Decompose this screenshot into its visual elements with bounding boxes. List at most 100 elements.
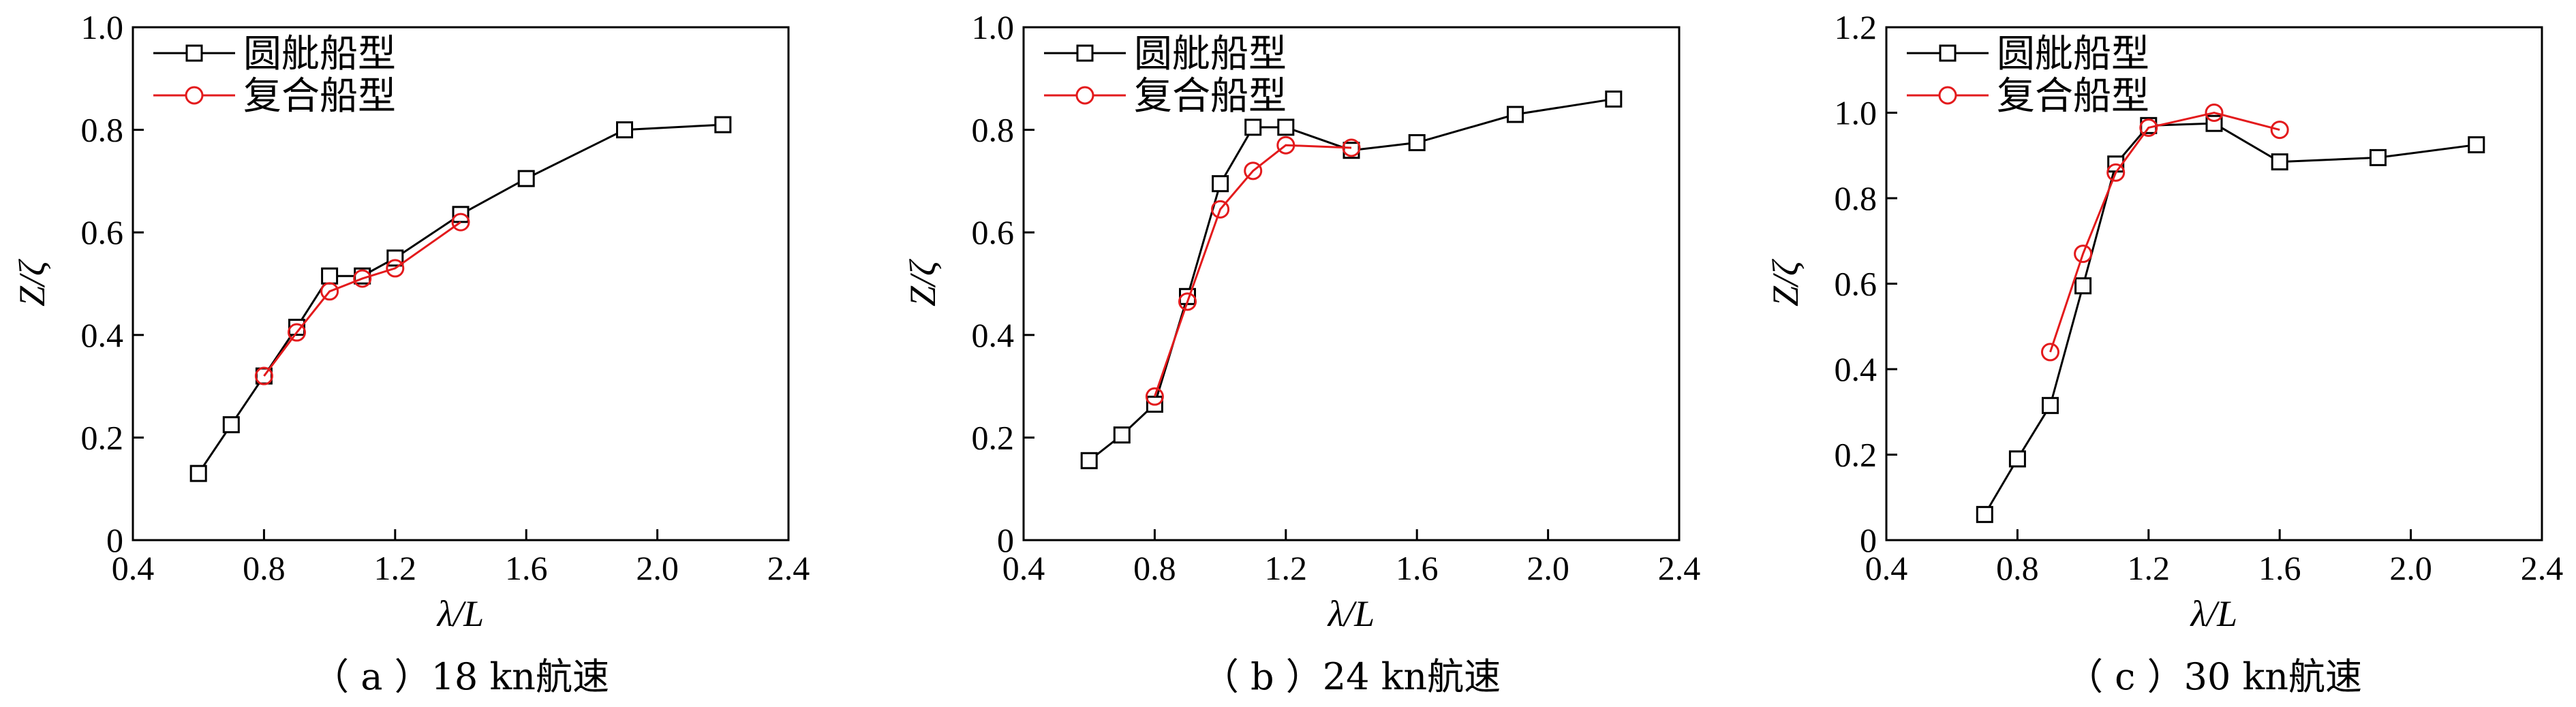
- panel-caption: （ c ）30 kn航速: [2066, 655, 2362, 698]
- series-line-0: [197, 123, 723, 474]
- series-line-0: [1984, 122, 2477, 516]
- data-point-square: [1605, 90, 1623, 108]
- data-point-square: [714, 116, 732, 133]
- y-tick-label: 1.2: [1835, 8, 1877, 46]
- data-point-circle: [2106, 163, 2126, 182]
- data-point-circle: [2041, 343, 2059, 362]
- y-tick-label: 0.2: [1835, 436, 1877, 474]
- legend-label: 复合船型: [243, 74, 396, 119]
- data-point-circle: [2205, 104, 2224, 122]
- legend-label: 圆舭船型: [1997, 32, 2149, 76]
- y-tick-label: 0: [106, 521, 123, 559]
- data-point-square: [1080, 452, 1098, 469]
- legend-label: 圆舭船型: [243, 32, 396, 76]
- chart-panel-1: 0.4 0.8 1.2 1.6 2.0 2.4 0 0.2 0.4 0.6 0.8 1.0 λ/L Z/ζ…: [902, 8, 1700, 698]
- x-tick-label: 0.4: [1865, 549, 1908, 587]
- data-point-square: [321, 267, 339, 285]
- data-point-square: [1408, 133, 1426, 151]
- x-tick-label: 2.4: [1658, 549, 1701, 587]
- legend-label: 圆舭船型: [1134, 32, 1287, 76]
- x-tick-label: 0.4: [112, 549, 155, 587]
- panel-caption: （ a ）18 kn航速: [312, 655, 609, 698]
- data-point-circle: [353, 269, 372, 288]
- y-axis-label: Z/ζ: [1765, 259, 1806, 307]
- x-tick-label: 1.6: [2258, 549, 2301, 587]
- data-point-circle: [320, 282, 339, 301]
- legend-marker-circle: [1075, 86, 1094, 105]
- x-tick-label: 2.4: [2521, 549, 2564, 587]
- x-tick-label: 0.8: [243, 549, 286, 587]
- data-point-circle: [1178, 292, 1197, 311]
- chart-panel-2: 0.4 0.8 1.2 1.6 2.0 2.4 0 0.2 0.4 0.6 0.8 1.0 1.2 λ/L…: [1765, 8, 2563, 698]
- x-tick-label: 2.0: [2389, 549, 2432, 587]
- data-point-square: [616, 121, 633, 139]
- data-point-circle: [1342, 138, 1361, 157]
- legend-marker-square: [185, 44, 203, 62]
- x-tick-label: 1.6: [1396, 549, 1439, 587]
- y-tick-label: 0.8: [81, 111, 124, 149]
- legend-label: 复合船型: [1134, 74, 1287, 119]
- plot-frame: [132, 26, 790, 541]
- data-point-circle: [2139, 118, 2158, 137]
- data-point-circle: [1145, 387, 1164, 406]
- data-point-square: [2042, 396, 2059, 414]
- data-point-circle: [1244, 161, 1263, 180]
- data-point-circle: [2074, 245, 2093, 264]
- y-tick-label: 0.8: [1835, 179, 1877, 217]
- data-point-circle: [451, 213, 470, 232]
- y-tick-label: 0: [997, 521, 1014, 559]
- data-point-circle: [254, 366, 273, 386]
- data-point-square: [1244, 119, 1262, 136]
- x-tick-label: 1.2: [2128, 549, 2171, 587]
- x-tick-label: 1.6: [505, 549, 548, 587]
- data-point-square: [2074, 277, 2092, 295]
- y-tick-label: 0.4: [972, 316, 1015, 354]
- y-tick-label: 0.2: [81, 418, 124, 456]
- data-point-circle: [1211, 200, 1230, 219]
- y-tick-label: 0.6: [81, 213, 124, 251]
- series-line-1: [1153, 144, 1352, 397]
- x-tick-label: 2.0: [636, 549, 679, 587]
- y-axis-label: Z/ζ: [12, 259, 52, 307]
- x-axis-label: λ/L: [2190, 593, 2237, 634]
- data-point-square: [2370, 148, 2387, 166]
- legend-label: 复合船型: [1997, 74, 2149, 119]
- legend-marker-circle: [1938, 86, 1957, 105]
- y-tick-label: 1.0: [1835, 94, 1877, 132]
- y-tick-label: 1.0: [972, 8, 1015, 46]
- panel-caption: （ b ）24 kn航速: [1202, 655, 1501, 698]
- data-point-square: [2271, 153, 2288, 171]
- x-tick-label: 1.2: [1265, 549, 1308, 587]
- plot-frame: [1022, 26, 1681, 541]
- x-tick-label: 1.2: [374, 549, 417, 587]
- data-point-circle: [1276, 136, 1295, 155]
- y-tick-label: 0: [1860, 521, 1877, 559]
- series-line-1: [2049, 111, 2280, 353]
- y-tick-label: 0.4: [1835, 350, 1877, 388]
- series-line-1: [263, 221, 461, 377]
- data-point-square: [1113, 426, 1131, 444]
- legend-marker-square: [1939, 44, 1957, 62]
- data-point-circle: [386, 259, 405, 278]
- data-point-circle: [2270, 121, 2289, 140]
- legend-marker-square: [1076, 44, 1094, 62]
- data-point-square: [1277, 119, 1295, 136]
- data-point-square: [2468, 136, 2485, 154]
- data-point-square: [189, 465, 207, 482]
- legend-marker-circle: [185, 86, 204, 105]
- x-axis-label: λ/L: [436, 593, 484, 634]
- chart-panel-0: 0.4 0.8 1.2 1.6 2.0 2.4 0 0.2 0.4 0.6 0.8 1.0 λ/L Z/ζ…: [12, 8, 810, 698]
- data-point-square: [1976, 505, 1993, 523]
- x-axis-label: λ/L: [1327, 593, 1375, 634]
- data-point-square: [1212, 175, 1229, 193]
- y-tick-label: 0.4: [81, 316, 124, 354]
- y-tick-label: 1.0: [81, 8, 124, 46]
- x-tick-label: 0.8: [1996, 549, 2039, 587]
- y-axis-label: Z/ζ: [902, 259, 943, 307]
- data-point-circle: [288, 323, 306, 342]
- x-tick-label: 2.4: [767, 549, 810, 587]
- x-tick-label: 0.8: [1133, 549, 1176, 587]
- y-tick-label: 0.2: [972, 418, 1015, 456]
- data-point-square: [222, 416, 240, 434]
